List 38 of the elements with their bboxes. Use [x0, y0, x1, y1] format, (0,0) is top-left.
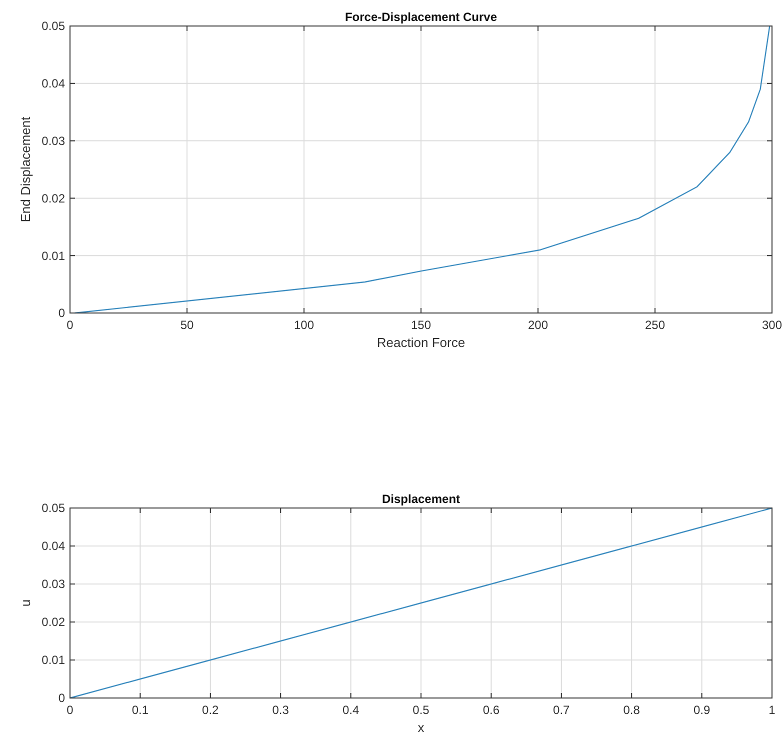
y-tick-label: 0.05 [42, 19, 66, 34]
y-axis-title: End Displacement [18, 116, 33, 222]
x-axis-title: x [418, 720, 425, 734]
x-tick-label: 0 [66, 703, 74, 717]
y-tick-label: 0.03 [42, 134, 66, 148]
y-tick-label: 0.02 [42, 615, 66, 630]
x-tick-label: 0.8 [623, 703, 640, 717]
y-tick-label: 0.03 [42, 577, 66, 592]
x-tick-label: 0.4 [342, 703, 360, 717]
x-tick-label: 0.3 [272, 703, 290, 717]
x-tick-label: 0.5 [412, 703, 430, 717]
x-tick-label: 0.7 [553, 703, 570, 717]
line-series [74, 25, 770, 314]
x-tick-label: 0.1 [132, 703, 149, 717]
x-tick-label: 0 [66, 318, 74, 332]
x-tick-label: 0.6 [482, 703, 500, 717]
y-tick-label: 0.05 [42, 501, 66, 516]
x-tick-label: 50 [180, 318, 194, 332]
y-tick-label: 0.04 [42, 76, 66, 91]
x-tick-label: 200 [528, 318, 548, 332]
x-tick-label: 150 [410, 318, 432, 332]
y-tick-label: 0.01 [42, 653, 66, 668]
x-tick-label: 0.2 [202, 703, 220, 717]
y-tick-label: 0.04 [42, 539, 66, 554]
line-series [69, 507, 773, 699]
x-tick-label: 300 [762, 318, 782, 332]
x-axis-title: Reaction Force [376, 335, 466, 350]
y-tick-label: 0 [58, 306, 66, 320]
x-tick-label: 1 [768, 703, 776, 717]
x-tick-label: 100 [294, 318, 314, 332]
y-tick-label: 0.01 [42, 248, 66, 263]
chart-title: Force-Displacement Curve [344, 10, 498, 24]
x-tick-label: 250 [644, 318, 666, 332]
y-tick-label: 0.02 [42, 191, 66, 206]
y-axis-title: u [18, 599, 33, 607]
chart-title: Displacement [382, 492, 460, 506]
y-tick-label: 0 [58, 691, 66, 706]
x-tick-label: 0.9 [693, 703, 710, 717]
